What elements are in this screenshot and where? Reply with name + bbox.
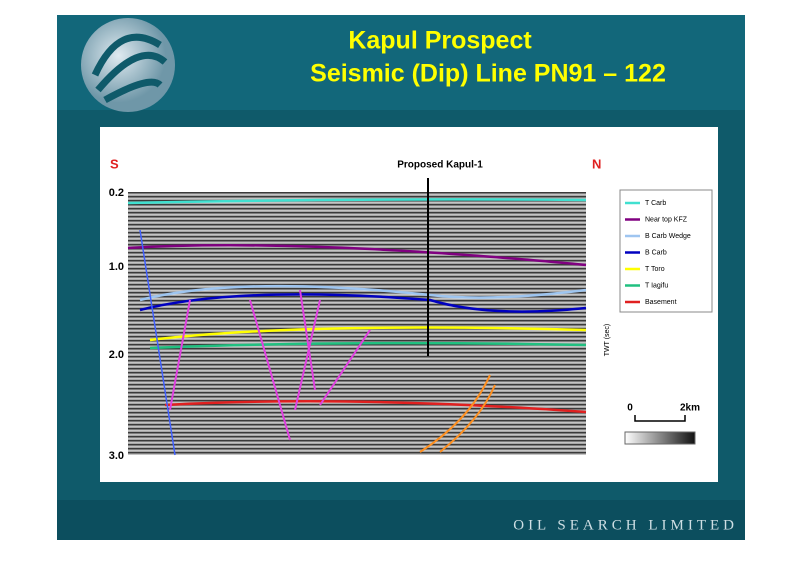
axis-label: 2.0: [109, 349, 124, 361]
gray-scale: [624, 431, 696, 445]
subtitle: Seismic (Dip) Line PN91 – 122: [310, 60, 666, 88]
well-label: Proposed Kapul-1: [397, 160, 483, 171]
horizons: [127, 198, 587, 456]
footer-band: [57, 500, 745, 540]
footer-company: OIL SEARCH LIMITED: [513, 517, 738, 533]
legend-label: B Carb Wedge: [645, 233, 691, 240]
legend-label: T Carb: [645, 200, 666, 207]
scale-end: 2km: [680, 403, 700, 414]
axis-label: 0.2: [109, 187, 124, 199]
logo-mark: [91, 33, 168, 104]
legend-label: B Carb: [645, 249, 667, 256]
axis-label: 3.0: [109, 450, 124, 462]
scale-start: 0: [627, 403, 633, 414]
legend: T Carb Near top KFZ B Carb Wedge B Carb T To…: [625, 200, 691, 306]
legend-label: T Iagifu: [645, 282, 668, 289]
axis-label: 1.0: [109, 261, 124, 273]
scale-bar: [634, 415, 686, 422]
legend-label: Basement: [645, 299, 677, 306]
title: Kapul Prospect: [348, 27, 532, 55]
legend-label: T Toro: [645, 266, 665, 273]
legend-label: Near top KFZ: [645, 216, 688, 223]
axis-title: TWT (sec): [604, 324, 611, 357]
legend-box: [619, 189, 713, 313]
south-label: S: [110, 156, 119, 171]
north-label: N: [592, 156, 601, 171]
seismic-image: [128, 192, 586, 455]
